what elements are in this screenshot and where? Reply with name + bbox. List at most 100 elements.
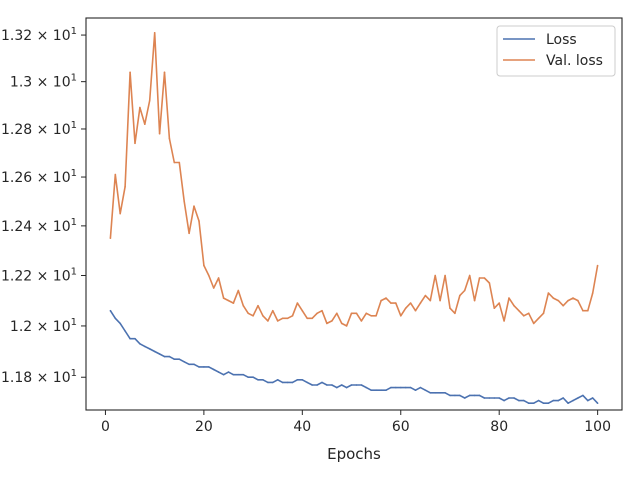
data-point-val-loss — [144, 123, 146, 125]
data-point-loss — [419, 386, 422, 389]
data-point-val-loss — [158, 132, 161, 135]
data-point-loss — [547, 402, 550, 405]
data-point-loss — [375, 389, 377, 392]
legend-label-loss: Loss — [546, 32, 577, 48]
data-point-loss — [532, 402, 535, 405]
data-point-loss — [537, 399, 540, 402]
data-point-loss — [552, 399, 555, 402]
data-point-loss — [291, 381, 294, 384]
data-point-loss — [434, 392, 437, 394]
data-point-loss — [153, 350, 156, 353]
data-point-val-loss — [459, 294, 461, 297]
data-point-loss — [404, 386, 407, 389]
data-point-loss — [444, 392, 446, 394]
data-point-val-loss — [212, 287, 215, 289]
data-point-loss — [193, 363, 195, 366]
data-point-val-loss — [119, 212, 121, 215]
data-point-loss — [247, 376, 249, 379]
data-point-val-loss — [139, 106, 141, 109]
data-point-val-loss — [414, 309, 417, 312]
legend-label-val-loss: Val. loss — [546, 53, 603, 69]
data-point-loss — [508, 397, 510, 399]
data-point-loss — [414, 389, 417, 392]
data-point-val-loss — [291, 315, 294, 317]
data-point-loss — [286, 381, 289, 384]
data-point-val-loss — [286, 317, 289, 320]
data-point-val-loss — [188, 232, 190, 235]
legend: Loss Val. loss — [496, 25, 616, 77]
data-point-val-loss — [518, 309, 520, 312]
y-tick-label: 1.26 × 101 — [1, 168, 77, 186]
data-point-loss — [400, 386, 402, 389]
data-point-val-loss — [148, 99, 151, 102]
data-point-loss — [562, 397, 564, 399]
data-point-loss — [222, 373, 225, 376]
data-point-val-loss — [537, 317, 540, 320]
data-point-loss — [527, 402, 530, 405]
data-point-val-loss — [557, 299, 560, 302]
data-point-val-loss — [340, 322, 343, 325]
data-point-val-loss — [326, 322, 328, 325]
data-point-loss — [463, 397, 466, 399]
data-point-val-loss — [483, 277, 486, 279]
data-point-loss — [134, 337, 136, 340]
data-point-loss — [587, 399, 589, 402]
data-point-loss — [542, 402, 545, 405]
series-lines — [109, 31, 599, 405]
data-point-val-loss — [503, 320, 505, 322]
data-point-loss — [306, 381, 309, 384]
data-point-val-loss — [463, 289, 466, 292]
data-point-val-loss — [508, 297, 510, 299]
y-tick-label: 1.3 × 101 — [10, 73, 77, 91]
x-tick-label: 20 — [195, 419, 213, 435]
data-point-loss — [178, 358, 181, 361]
data-point-val-loss — [400, 315, 402, 317]
data-point-val-loss — [331, 320, 333, 322]
data-point-loss — [582, 394, 584, 397]
data-point-val-loss — [582, 309, 584, 312]
data-point-val-loss — [395, 302, 397, 304]
data-point-loss — [355, 384, 358, 386]
y-tick-label: 1.2 × 101 — [10, 317, 77, 335]
data-point-loss — [198, 366, 200, 368]
data-point-val-loss — [311, 317, 314, 320]
data-point-val-loss — [109, 237, 112, 239]
x-axis-ticks: 0 20 40 60 80 100 — [101, 410, 611, 435]
data-point-loss — [439, 392, 441, 394]
data-point-val-loss — [478, 277, 481, 279]
data-point-loss — [276, 379, 279, 381]
series-line-loss — [109, 310, 599, 405]
data-point-loss — [203, 366, 205, 368]
data-point-loss — [345, 386, 348, 389]
y-axis-ticks: 1.18 × 101 1.2 × 101 1.22 × 101 1.24 × 101 1… — [1, 26, 86, 386]
data-point-val-loss — [493, 307, 496, 310]
data-point-val-loss — [272, 309, 274, 312]
y-tick-label: 1.22 × 101 — [1, 266, 77, 284]
data-point-val-loss — [257, 304, 259, 307]
data-point-loss — [267, 381, 269, 384]
data-point-val-loss — [498, 302, 501, 304]
x-tick-label: 80 — [490, 419, 508, 435]
data-point-loss — [109, 309, 112, 312]
data-point-val-loss — [527, 312, 530, 315]
data-point-loss — [232, 373, 235, 376]
data-point-loss — [557, 399, 560, 402]
data-point-val-loss — [404, 307, 407, 310]
data-point-loss — [208, 366, 210, 368]
series-points-val-loss — [109, 32, 599, 327]
data-point-val-loss — [321, 309, 323, 312]
data-point-val-loss — [267, 320, 269, 322]
data-point-loss — [350, 384, 353, 386]
data-point-val-loss — [513, 304, 515, 307]
data-point-val-loss — [178, 161, 181, 164]
data-point-val-loss — [217, 277, 220, 279]
data-point-val-loss — [434, 274, 437, 277]
data-point-val-loss — [124, 185, 126, 188]
data-point-loss — [493, 397, 496, 399]
data-point-val-loss — [370, 315, 373, 317]
plot-area — [85, 17, 623, 411]
data-point-val-loss — [208, 274, 210, 277]
series-points-loss — [109, 309, 599, 405]
data-point-val-loss — [193, 205, 195, 207]
